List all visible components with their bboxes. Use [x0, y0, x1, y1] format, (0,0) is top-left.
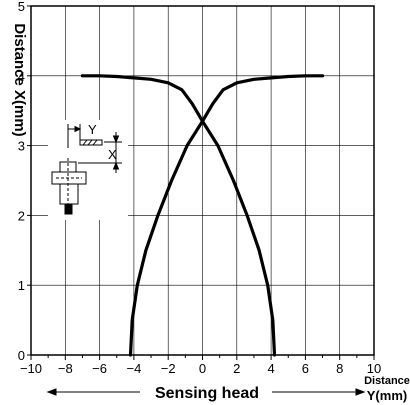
- x-axis-title: Sensing head: [155, 385, 259, 402]
- sensor-body: [59, 183, 79, 205]
- y-dim-arrowhead: [74, 125, 82, 133]
- x-title-arrowhead-right: [355, 388, 366, 396]
- target-plate: [79, 139, 103, 146]
- series-line-2: [80, 74, 277, 357]
- x-tick-label: 2: [233, 361, 240, 376]
- inset-label-y: Y: [88, 122, 97, 137]
- target-hatch-3: [92, 139, 98, 146]
- x-tick-label: 6: [302, 361, 309, 376]
- x-dim-arrowhead-top: [112, 135, 120, 144]
- y-tick-label: 1: [18, 278, 25, 293]
- y-tick-label: 5: [18, 0, 25, 14]
- x-tick-label: 0: [199, 361, 206, 376]
- x-axis-unit-line2: Y(mm): [367, 388, 407, 403]
- ticks: −10 −8 −6 −4 −2 0 2 4 6 8 10 0 1 2 3 4 5: [18, 0, 381, 376]
- x-axis-unit-line1: Distance: [364, 375, 410, 387]
- x-tick-label: −10: [20, 361, 42, 376]
- target-hatch-1: [82, 139, 88, 146]
- x-tick-label: 10: [367, 361, 381, 376]
- y-tick-label: 2: [18, 208, 25, 223]
- x-tick-label: −2: [161, 361, 176, 376]
- x-axis-title-arrows: [46, 388, 366, 396]
- x-dim-arrowhead-bottom: [112, 161, 120, 170]
- sensor-diagram: [48, 120, 128, 220]
- sensor-cable: [64, 203, 73, 215]
- x-tick-label: −4: [126, 361, 141, 376]
- x-tick-label: 4: [267, 361, 274, 376]
- target-hatch-2: [87, 139, 93, 146]
- x-tick-label: −8: [58, 361, 73, 376]
- y-axis-title: Distance X(mm): [11, 23, 28, 136]
- x-tick-label: −6: [92, 361, 107, 376]
- x-title-arrowhead-left: [46, 388, 57, 396]
- x-tick-label: 8: [336, 361, 343, 376]
- y-tick-label: 3: [18, 139, 25, 154]
- y-tick-label: 0: [18, 348, 25, 363]
- y-tick-label: 4: [18, 69, 25, 84]
- series-line-1: [128, 74, 325, 357]
- series-layer: [80, 74, 325, 357]
- inset-label-x: X: [108, 147, 117, 162]
